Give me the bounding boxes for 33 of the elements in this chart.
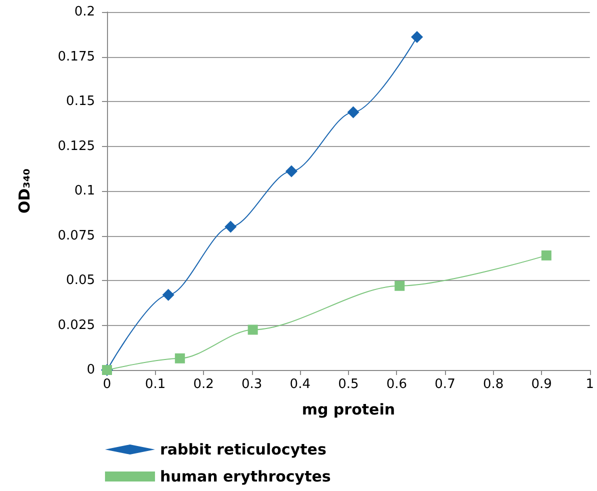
point: [347, 106, 360, 118]
point: [174, 353, 185, 364]
y-tick-label: 0.2: [74, 4, 95, 20]
x-tick-label: 0.6: [386, 377, 408, 392]
point: [285, 165, 298, 178]
point: [411, 31, 423, 44]
y-tick-label: 0.125: [58, 138, 95, 154]
x-axis-title: mg protein: [302, 400, 396, 418]
x-tick-label: 0.1: [144, 377, 166, 392]
point: [541, 250, 552, 260]
y-axis-title: OD₃₄₀: [16, 168, 34, 214]
y-tick-label: 0.05: [66, 273, 95, 288]
y-tick-label: 0: [86, 362, 95, 378]
x-tick-label: 0.3: [242, 377, 262, 392]
y-tick-label: 0.075: [58, 228, 95, 244]
point: [224, 220, 237, 233]
y-tick-label: 0.15: [66, 94, 95, 109]
point: [248, 324, 258, 335]
x-tick-label: 0.5: [338, 377, 359, 392]
x-tick-label: 0.2: [193, 377, 214, 392]
legend-label: rabbit reticulocytes: [160, 440, 326, 458]
y-tick-label: 0.175: [58, 49, 95, 64]
point: [394, 280, 405, 291]
x-tick-label: 0.7: [434, 377, 456, 392]
x-tick-label: 0.9: [531, 377, 552, 392]
x-tick-label: 0.8: [482, 377, 504, 392]
legend-label: human erythrocytes: [160, 468, 331, 486]
x-tick-label: 0: [102, 377, 112, 392]
point: [162, 288, 174, 301]
y-tick-label: 0.1: [74, 184, 95, 198]
x-tick-label: 1: [586, 377, 594, 392]
x-tick-label: 0.4: [290, 377, 310, 392]
y-tick-label: 0.025: [58, 318, 95, 333]
